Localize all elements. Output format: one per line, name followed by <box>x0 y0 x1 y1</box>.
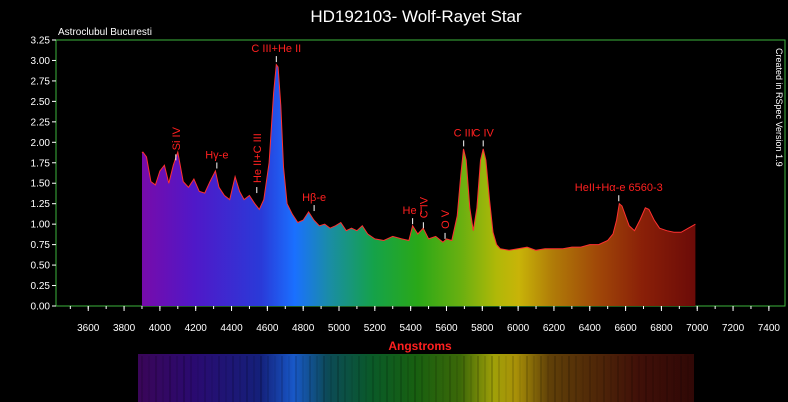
line-label: C IV <box>418 196 430 218</box>
x-tick-label: 6600 <box>614 323 637 334</box>
y-tick-label: 2.00 <box>31 138 51 149</box>
chart-title: HD192103- Wolf-Rayet Star <box>310 7 522 26</box>
y-tick-label: 3.00 <box>31 56 51 67</box>
line-label: He II+C III <box>252 133 264 183</box>
x-tick-label: 7000 <box>686 323 709 334</box>
x-tick-label: 4200 <box>185 323 208 334</box>
y-tick-label: 2.75 <box>31 76 51 87</box>
spectrum-bar <box>138 354 694 402</box>
y-tick-label: 3.25 <box>31 36 51 47</box>
y-tick-label: 1.25 <box>31 199 51 210</box>
y-tick-label: 2.50 <box>31 97 51 108</box>
spectrum-line <box>141 63 696 251</box>
y-tick-label: 1.50 <box>31 179 51 190</box>
x-tick-label: 5200 <box>364 323 387 334</box>
y-tick-label: 2.25 <box>31 117 51 128</box>
x-tick-label: 7200 <box>722 323 745 334</box>
y-axis: 0.00 0.25 0.50 0.75 1.00 1.25 1.50 1.75 2.00 2.25… <box>31 36 56 313</box>
x-tick-label: 4800 <box>292 323 315 334</box>
line-label: Si IV <box>171 126 183 150</box>
line-label: HeII+Hα-e 6560-3 <box>575 182 663 194</box>
x-tick-label: 7400 <box>758 323 781 334</box>
x-tick-label: 6800 <box>650 323 673 334</box>
y-tick-label: 0.25 <box>31 281 51 292</box>
x-tick-label: 4600 <box>256 323 279 334</box>
spectrum-area-layer <box>141 63 696 306</box>
line-label: C IV <box>472 127 494 139</box>
x-tick-label: 5800 <box>471 323 494 334</box>
line-label: C III <box>454 127 474 139</box>
line-label: C III+He II <box>251 43 301 55</box>
x-tick-label: 6400 <box>579 323 602 334</box>
y-tick-label: 1.75 <box>31 158 51 169</box>
chart-subtitle: Astroclubul Bucuresti <box>58 27 152 38</box>
spectrum-area <box>141 64 696 306</box>
y-tick-label: 1.00 <box>31 220 51 231</box>
spectrum-bar-lines <box>141 356 689 402</box>
line-label: O V <box>440 209 452 229</box>
x-tick-label: 4400 <box>220 323 243 334</box>
x-axis-label: Angstroms <box>388 339 452 353</box>
x-axis: 3600 3800 4000 4200 4400 4600 4800 5000 5200 5400… <box>69 306 781 334</box>
line-label: He I <box>403 205 423 217</box>
line-label: Hγ-e <box>205 149 228 161</box>
y-tick-label: 0.00 <box>31 302 51 313</box>
side-note: Created in RSpec Version 1.9 <box>774 48 784 167</box>
x-tick-label: 6200 <box>543 323 566 334</box>
x-tick-label: 5600 <box>435 323 458 334</box>
y-tick-label: 0.75 <box>31 240 51 251</box>
x-tick-label: 4000 <box>149 323 172 334</box>
x-tick-label: 6000 <box>507 323 530 334</box>
line-label: Hβ-e <box>302 192 326 204</box>
x-tick-label: 3600 <box>77 323 100 334</box>
x-tick-label: 5000 <box>328 323 351 334</box>
x-tick-label: 3800 <box>113 323 136 334</box>
x-tick-label: 5400 <box>400 323 423 334</box>
y-tick-label: 0.50 <box>31 261 51 272</box>
